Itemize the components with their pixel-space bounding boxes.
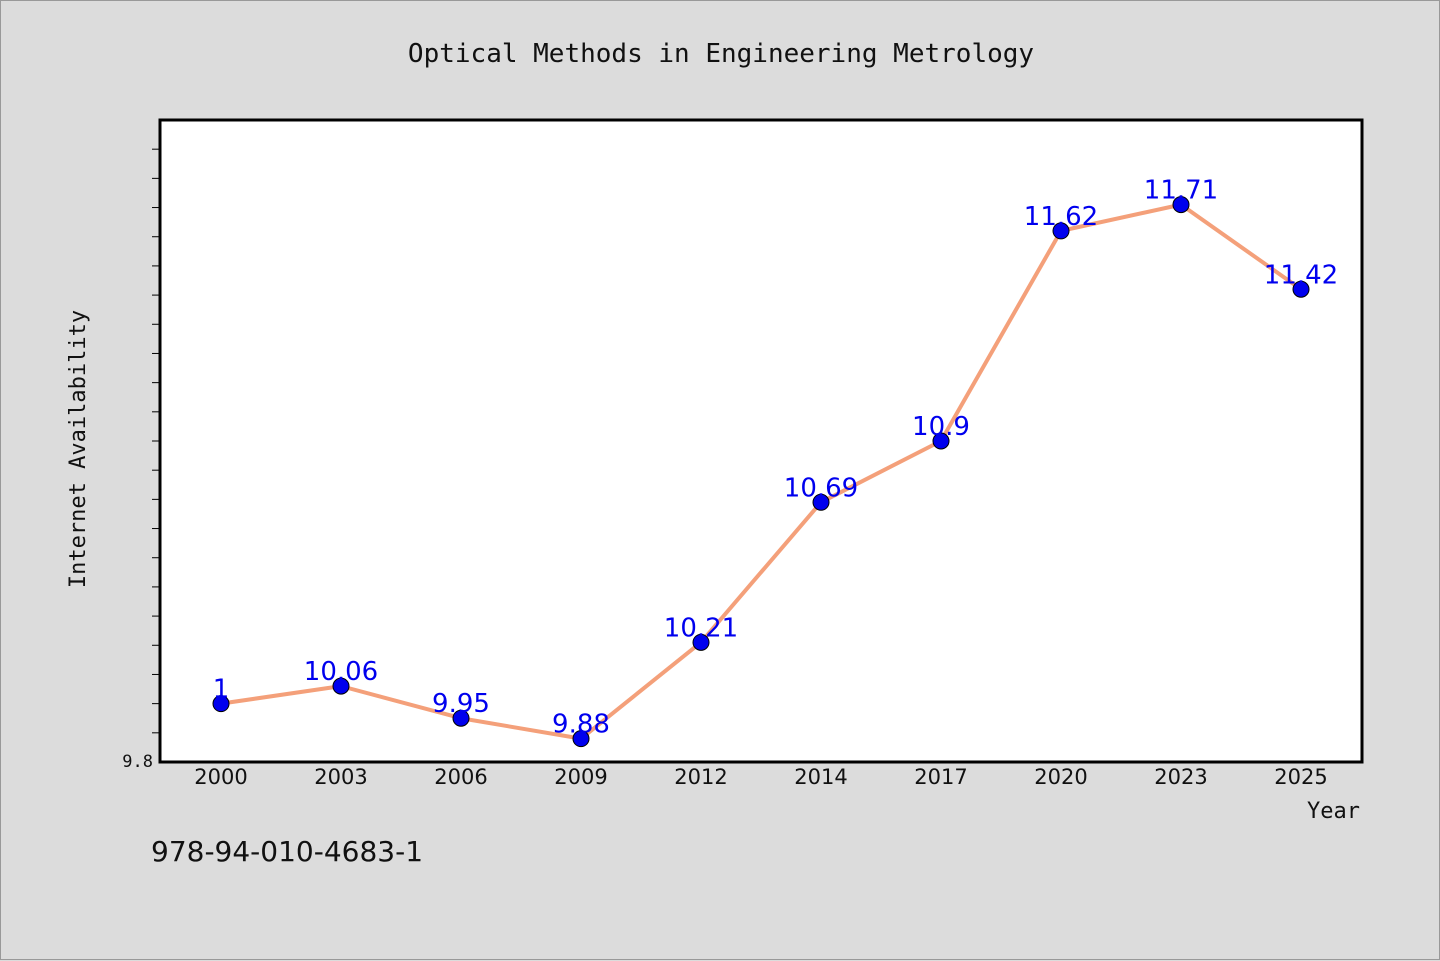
data-label: 10.69 <box>784 473 858 503</box>
data-point <box>212 695 230 713</box>
x-tick-label: 2012 <box>674 765 727 789</box>
data-label: 1 <box>213 675 230 705</box>
data-label: 11.42 <box>1264 260 1338 290</box>
x-axis-tick-labels: 2000 2003 2006 2009 2012 2014 2017 2020 2023 2025 <box>194 765 1327 789</box>
data-labels: 1 10.06 9.95 9.88 10.21 10.69 10.9 11.62 11.71 11… <box>213 176 1338 740</box>
x-tick-label: 2003 <box>314 765 367 789</box>
x-tick-label: 2014 <box>794 765 847 789</box>
data-point <box>452 709 470 727</box>
data-label: 10.21 <box>664 613 738 643</box>
chart-title: Optical Methods in Engineering Metrology <box>408 39 1034 69</box>
data-markers <box>212 196 1310 748</box>
y-axis-ticks <box>152 148 160 734</box>
data-point <box>1292 280 1310 298</box>
isbn-text: 978-94-010-4683-1 <box>151 835 424 868</box>
data-point <box>572 730 590 748</box>
x-tick-label: 2023 <box>1154 765 1207 789</box>
data-point <box>692 633 710 651</box>
data-label: 11.71 <box>1144 176 1218 206</box>
plot-area <box>158 118 1364 764</box>
x-tick-label: 2025 <box>1274 765 1327 789</box>
data-point <box>812 493 830 511</box>
x-tick-label: 2017 <box>914 765 967 789</box>
data-point <box>1172 196 1190 214</box>
y-axis-label: Internet Availability <box>66 310 91 588</box>
x-tick-label: 2009 <box>554 765 607 789</box>
data-label: 9.88 <box>552 710 610 740</box>
data-point <box>1052 222 1070 240</box>
x-tick-label: 2000 <box>194 765 247 789</box>
data-label: 11.62 <box>1024 202 1098 232</box>
y-tick-label: 9.8 <box>122 752 153 772</box>
x-axis-label: Year <box>1307 799 1360 824</box>
x-tick-label: 2006 <box>434 765 487 789</box>
data-point <box>332 677 350 695</box>
data-point <box>932 432 950 450</box>
series-line <box>219 202 1303 741</box>
series-polyline <box>219 202 1303 741</box>
data-label: 10.9 <box>912 412 970 442</box>
data-label: 10.06 <box>304 657 378 687</box>
x-tick-label: 2020 <box>1034 765 1087 789</box>
data-label: 9.95 <box>432 689 490 719</box>
